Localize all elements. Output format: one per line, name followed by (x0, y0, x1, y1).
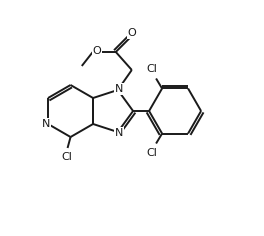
Text: Cl: Cl (147, 64, 158, 75)
Text: N: N (115, 128, 123, 138)
Text: N: N (115, 84, 123, 94)
Text: Cl: Cl (147, 148, 158, 157)
Text: Cl: Cl (61, 152, 72, 162)
Text: N: N (42, 119, 50, 129)
Text: O: O (128, 28, 136, 38)
Text: O: O (92, 46, 101, 56)
